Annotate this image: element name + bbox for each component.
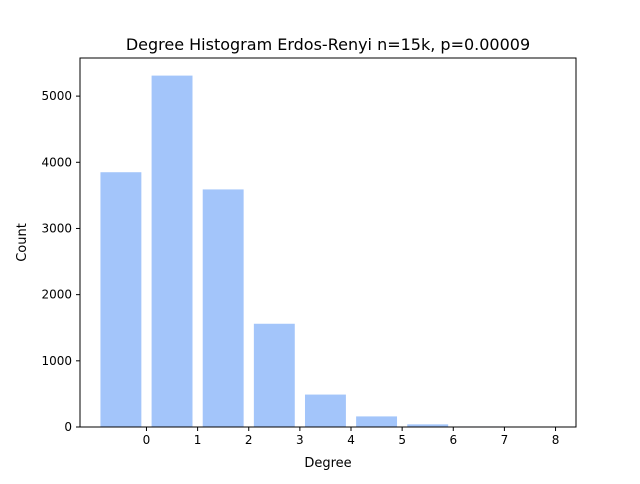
y-tick-label: 0 <box>64 420 72 434</box>
y-tick-label: 2000 <box>41 288 72 302</box>
bar-4 <box>305 395 346 427</box>
x-axis-label: Degree <box>304 456 351 471</box>
x-tick-label: 1 <box>194 433 202 447</box>
x-tick-label: 7 <box>501 433 509 447</box>
y-tick-label: 5000 <box>41 89 72 103</box>
x-tick-label: 6 <box>449 433 457 447</box>
bar-5 <box>356 416 397 427</box>
x-tick-label: 2 <box>245 433 253 447</box>
chart-title: Degree Histogram Erdos-Renyi n=15k, p=0.… <box>126 35 530 54</box>
x-tick-label: 0 <box>143 433 151 447</box>
y-tick-label: 1000 <box>41 354 72 368</box>
x-tick-label: 4 <box>347 433 355 447</box>
y-tick-label: 4000 <box>41 155 72 169</box>
bar-2 <box>203 189 244 427</box>
bar-1 <box>152 76 193 427</box>
x-tick-label: 3 <box>296 433 304 447</box>
bar-0 <box>100 172 141 427</box>
x-tick-label: 5 <box>398 433 406 447</box>
y-tick-label: 3000 <box>41 221 72 235</box>
y-axis-label: Count <box>15 223 30 262</box>
x-tick-label: 8 <box>552 433 560 447</box>
bar-3 <box>254 324 295 427</box>
